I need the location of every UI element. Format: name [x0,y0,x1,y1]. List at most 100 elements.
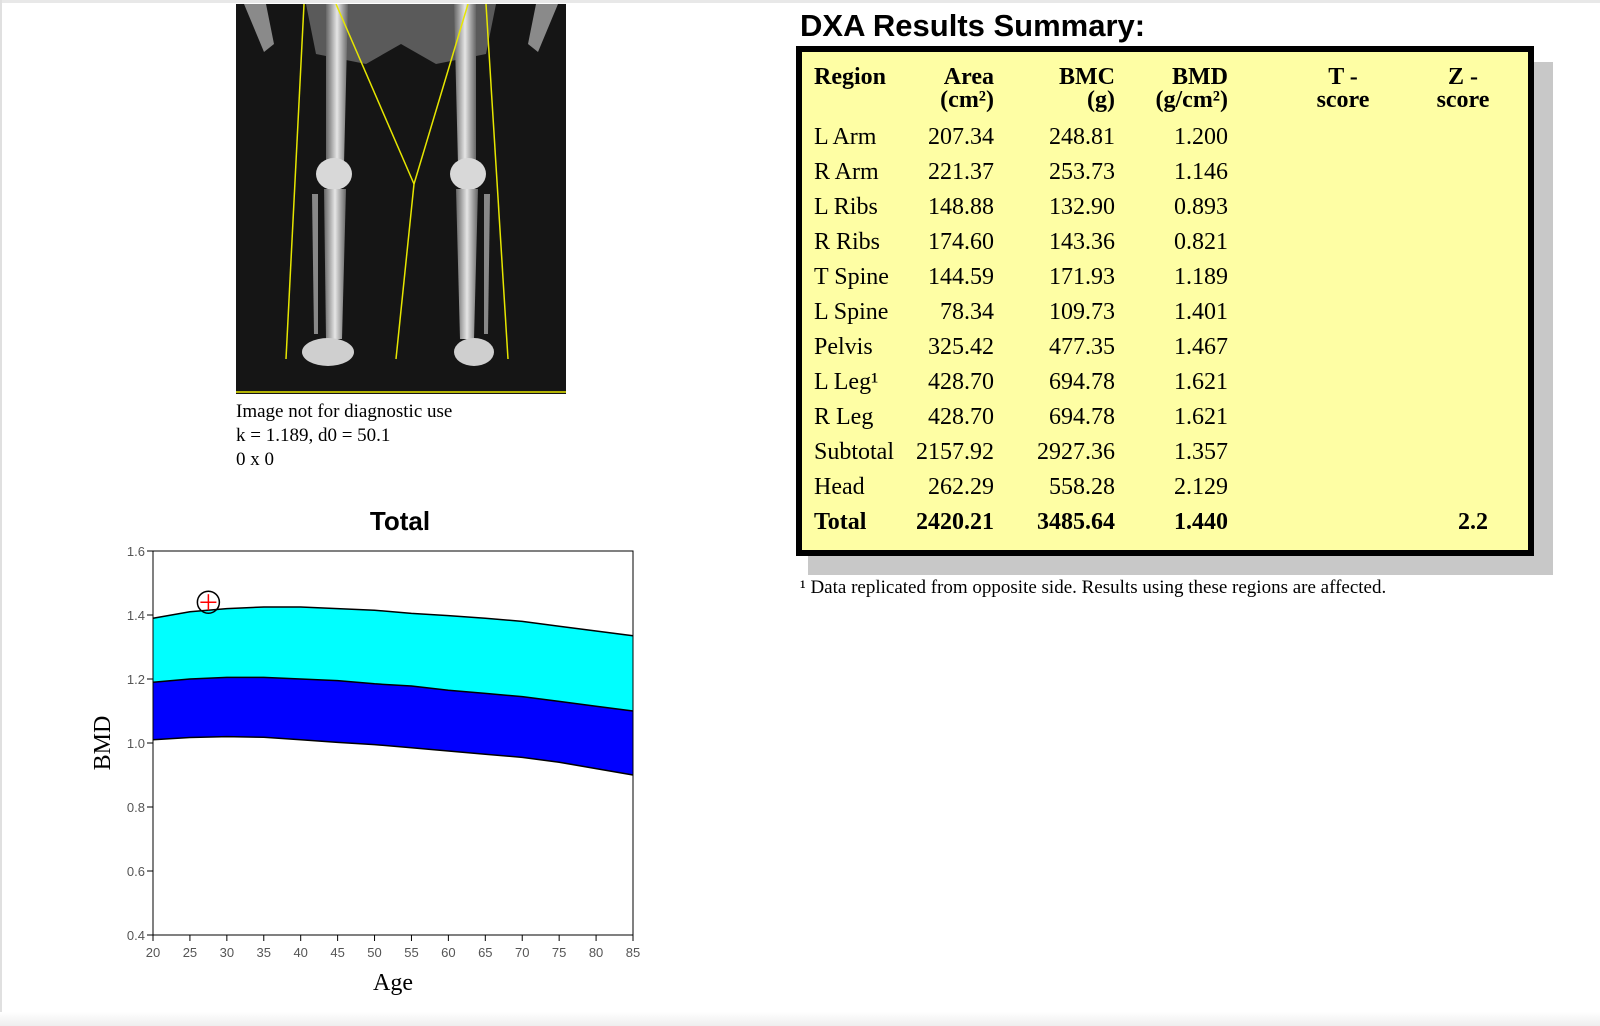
y-tick-label: 1.4 [127,608,145,623]
table-row: T Spine 144.59 171.93 1.189 [802,260,1528,294]
y-tick-label: 0.4 [127,928,145,943]
cell-area: 325.42 [928,334,994,360]
header-region: Region [814,64,886,90]
upper-band [153,607,633,711]
header-area-unit: (cm²) [940,87,994,113]
cell-z: 2.2 [1458,509,1488,535]
table-row: R Ribs 174.60 143.36 0.821 [802,225,1528,259]
cell-bmc: 694.78 [1049,404,1115,430]
scan-info: Image not for diagnostic use k = 1.189, … [236,400,452,472]
cell-bmc: 132.90 [1049,194,1115,220]
cell-bmd: 1.467 [1174,334,1228,360]
y-tick-label: 0.8 [127,800,145,815]
header-z-unit: score [1436,87,1490,113]
results-table: Region Area (cm²) BMC (g) BMD (g/cm²) T … [796,46,1534,556]
cell-region: R Arm [814,159,879,185]
header-z-score: Z - score [1428,64,1498,113]
cell-area: 174.60 [928,229,994,255]
header-bmc-label: BMC [1059,64,1115,90]
y-tick-label: 1.2 [127,672,145,687]
cell-bmc: 3485.64 [1037,509,1115,535]
cell-region: L Leg¹ [814,369,879,395]
table-row: L Leg¹ 428.70 694.78 1.621 [802,365,1528,399]
x-tick-label: 55 [404,945,418,960]
chart-title: Total [369,506,431,536]
y-axis-label: BMD [90,716,116,771]
header-area: Area (cm²) [940,64,994,113]
x-tick-label: 45 [330,945,344,960]
cell-bmc: 171.93 [1049,264,1115,290]
cell-bmc: 694.78 [1049,369,1115,395]
x-tick-label: 65 [478,945,492,960]
lower-curve [152,735,634,776]
x-tick-label: 70 [515,945,529,960]
x-tick-label: 30 [220,945,234,960]
table-row: R Leg 428.70 694.78 1.621 [802,400,1528,434]
x-tick-label: 75 [552,945,566,960]
table-row: Pelvis 325.42 477.35 1.467 [802,330,1528,364]
cell-region: Total [814,509,867,535]
cell-region: R Ribs [814,229,881,255]
table-row: L Spine 78.34 109.73 1.401 [802,295,1528,329]
x-tick-label: 40 [293,945,307,960]
x-tick-label: 50 [367,945,381,960]
cell-bmd: 1.357 [1174,439,1228,465]
x-tick-label: 85 [626,945,640,960]
cell-area: 428.70 [928,404,994,430]
y-tick-label: 1.0 [127,736,145,751]
table-header: Region Area (cm²) BMC (g) BMD (g/cm²) T … [802,64,1528,120]
cell-area: 207.34 [928,124,994,150]
cell-bmd: 1.621 [1174,404,1228,430]
cell-area: 2157.92 [916,439,994,465]
header-bmd-label: BMD [1172,64,1228,90]
header-z-label: Z - [1448,64,1478,90]
total-row: Total 2420.21 3485.64 1.440 2.2 [802,505,1528,539]
scan-dims: 0 x 0 [236,449,274,470]
cell-region: Head [814,474,865,500]
cell-region: T Spine [814,264,889,290]
x-tick-label: 35 [257,945,271,960]
cell-region: Subtotal [814,439,895,465]
table-row: Subtotal 2157.92 2927.36 1.357 [802,435,1528,469]
cell-region: L Arm [814,124,877,150]
cell-bmc: 109.73 [1049,299,1115,325]
header-region-label: Region [814,64,886,90]
cell-bmc: 558.28 [1049,474,1115,500]
header-area-label: Area [943,64,994,90]
cell-bmd: 0.893 [1174,194,1228,220]
x-axis-label: Age [373,970,413,996]
header-bmd-unit: (g/cm²) [1155,87,1229,113]
table-row: Head 262.29 558.28 2.129 [802,470,1528,504]
dxa-scan-image [236,4,566,394]
x-tick-label: 25 [183,945,197,960]
cell-bmc: 477.35 [1049,334,1115,360]
cell-area: 262.29 [928,474,994,500]
table-row: L Ribs 148.88 132.90 0.893 [802,190,1528,224]
mean-curve [152,676,634,712]
cell-bmd: 1.440 [1174,509,1228,535]
lower-band [153,677,633,775]
cell-bmd: 0.821 [1174,229,1228,255]
y-tick-label: 0.6 [127,864,145,879]
cell-area: 2420.21 [916,509,994,535]
cell-bmd: 2.129 [1174,474,1228,500]
cell-bmd: 1.621 [1174,369,1228,395]
cell-bmd: 1.189 [1174,264,1228,290]
table-row: L Arm 207.34 248.81 1.200 [802,120,1528,154]
cell-area: 221.37 [928,159,994,185]
patient-marker [196,590,221,614]
cell-bmc: 143.36 [1049,229,1115,255]
header-bmd: BMD (g/cm²) [1155,64,1229,113]
cell-bmc: 2927.36 [1037,439,1115,465]
cell-area: 144.59 [928,264,994,290]
cell-region: R Leg [814,404,874,430]
header-bmc-unit: (g) [1087,87,1115,113]
header-t-label: T - [1328,64,1358,90]
cell-area: 78.34 [940,299,994,325]
y-tick-label: 1.6 [127,545,145,559]
cell-region: Pelvis [814,334,873,360]
header-bmc: BMC (g) [1059,64,1115,113]
x-tick-label: 80 [589,945,603,960]
cell-bmc: 253.73 [1049,159,1115,185]
cell-bmd: 1.200 [1174,124,1228,150]
